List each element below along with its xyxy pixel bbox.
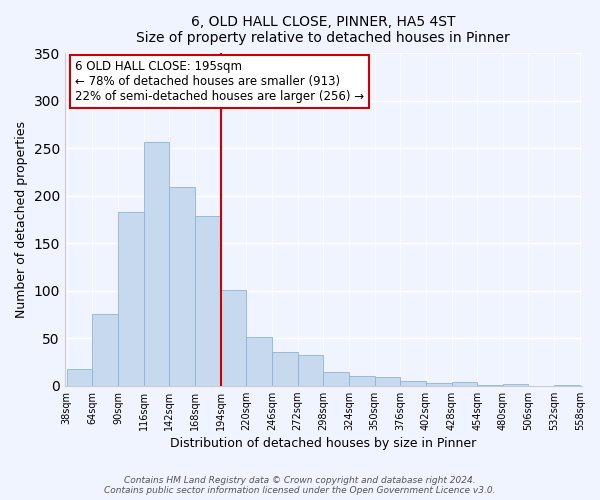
- Bar: [554, 384, 580, 386]
- Bar: [247, 338, 272, 386]
- Bar: [298, 356, 323, 386]
- Bar: [503, 384, 529, 386]
- Bar: [144, 142, 169, 386]
- Text: 6 OLD HALL CLOSE: 195sqm
← 78% of detached houses are smaller (913)
22% of semi-: 6 OLD HALL CLOSE: 195sqm ← 78% of detach…: [75, 60, 364, 103]
- Bar: [221, 290, 247, 386]
- Y-axis label: Number of detached properties: Number of detached properties: [15, 121, 28, 318]
- Bar: [400, 381, 426, 386]
- Bar: [92, 314, 118, 386]
- Bar: [426, 383, 452, 386]
- Bar: [477, 384, 503, 386]
- Bar: [349, 376, 374, 386]
- Bar: [323, 372, 349, 386]
- Bar: [118, 212, 144, 386]
- Bar: [67, 368, 92, 386]
- X-axis label: Distribution of detached houses by size in Pinner: Distribution of detached houses by size …: [170, 437, 476, 450]
- Text: Contains HM Land Registry data © Crown copyright and database right 2024.
Contai: Contains HM Land Registry data © Crown c…: [104, 476, 496, 495]
- Bar: [452, 382, 477, 386]
- Bar: [169, 187, 195, 386]
- Bar: [195, 216, 221, 386]
- Title: 6, OLD HALL CLOSE, PINNER, HA5 4ST
Size of property relative to detached houses : 6, OLD HALL CLOSE, PINNER, HA5 4ST Size …: [136, 15, 510, 45]
- Bar: [374, 377, 400, 386]
- Bar: [272, 352, 298, 386]
